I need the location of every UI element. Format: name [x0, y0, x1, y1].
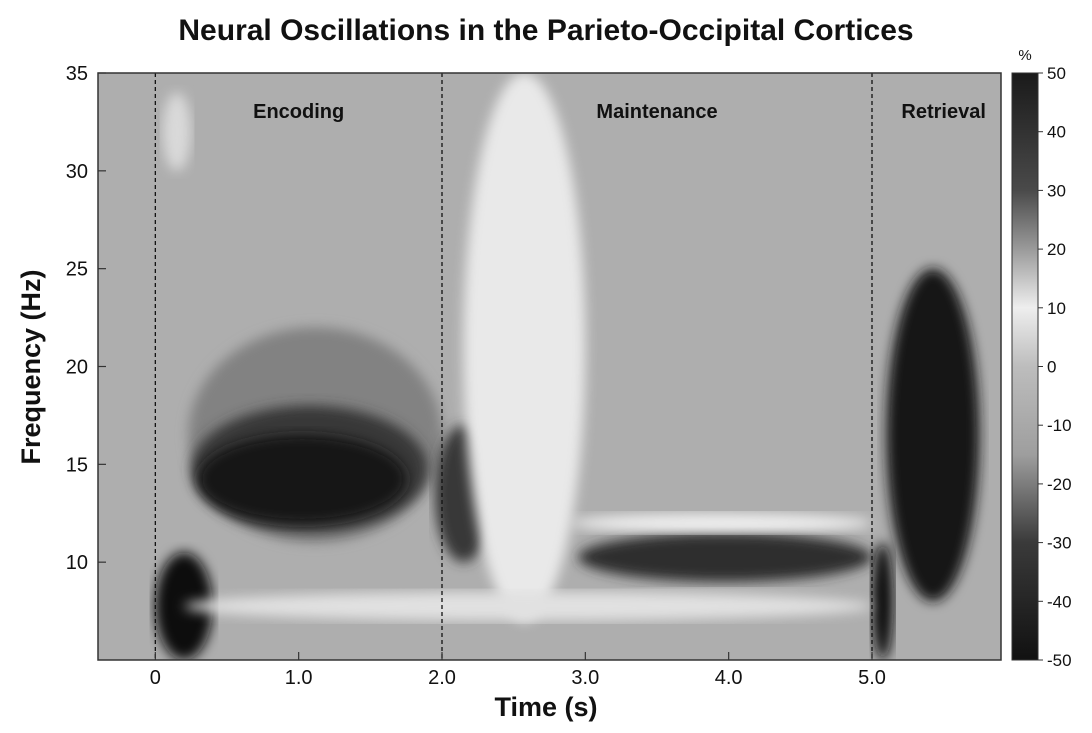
phase-labels: Encoding Maintenance Retrieval	[253, 101, 986, 123]
colorbar-tick-label: -30	[1047, 534, 1072, 553]
y-tick-label: 10	[66, 552, 88, 574]
x-tick-label: 4.0	[715, 667, 743, 689]
colorbar: % 50 40 30 20 10 0 -10 -20 -30 -40 -50	[1011, 47, 1072, 670]
colorbar-tick-label: 40	[1047, 123, 1066, 142]
heatmap-region-maintenance-onset-increase	[463, 73, 586, 621]
x-axis-ticks: 0 1.0 2.0 3.0 4.0 5.0	[150, 652, 886, 689]
colorbar-ticks: 50 40 30 20 10 0 -10 -20 -30 -40 -50	[1038, 64, 1072, 670]
colorbar-tick-label: -50	[1047, 651, 1072, 670]
heatmap-region-pre-stimulus-high-frequency	[162, 92, 192, 171]
chart-title: Neural Oscillations in the Parieto-Occip…	[178, 14, 913, 47]
colorbar-unit: %	[1018, 47, 1031, 64]
y-axis-ticks: 10 15 20 25 30 35	[66, 63, 106, 574]
y-tick-label: 15	[66, 454, 88, 476]
phase-label: Encoding	[253, 101, 344, 123]
heatmap-region-low-frequency-increase-band	[184, 591, 872, 621]
phase-label: Maintenance	[596, 101, 717, 123]
heatmap-region-retrieval-onset-low-frequency	[872, 542, 894, 660]
y-tick-label: 30	[66, 161, 88, 183]
heatmap-region-alpha-flank-increase	[571, 513, 872, 533]
x-tick-label: 2.0	[428, 667, 456, 689]
x-axis-label: Time (s)	[494, 692, 597, 722]
y-tick-label: 20	[66, 357, 88, 379]
y-tick-label: 25	[66, 259, 88, 281]
x-tick-label: 0	[150, 667, 161, 689]
x-tick-label: 5.0	[858, 667, 886, 689]
colorbar-gradient	[1011, 72, 1039, 661]
heatmap-region-retrieval-beta	[886, 268, 980, 602]
colorbar-tick-label: 30	[1047, 181, 1066, 200]
x-tick-label: 1.0	[285, 667, 313, 689]
colorbar-tick-label: 10	[1047, 299, 1066, 318]
heatmap-region-encoding-beta-core	[198, 434, 407, 524]
heatmap-area	[98, 73, 1001, 660]
x-tick-label: 3.0	[571, 667, 599, 689]
colorbar-tick-label: -40	[1047, 592, 1072, 611]
colorbar-tick-label: 0	[1047, 358, 1056, 377]
colorbar-tick-label: -10	[1047, 416, 1072, 435]
y-tick-label: 35	[66, 63, 88, 85]
phase-label: Retrieval	[901, 101, 986, 123]
colorbar-tick-label: 50	[1047, 64, 1066, 83]
colorbar-tick-label: 20	[1047, 240, 1066, 259]
heatmap-region-maintenance-alpha	[578, 532, 872, 582]
y-axis-label: Frequency (Hz)	[16, 269, 46, 464]
colorbar-tick-label: -20	[1047, 475, 1072, 494]
